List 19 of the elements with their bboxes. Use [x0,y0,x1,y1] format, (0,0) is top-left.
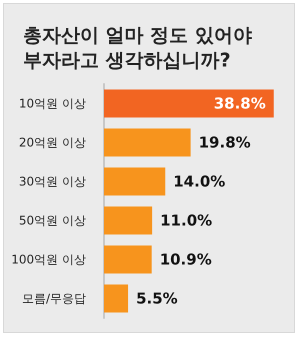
data-label: 14.0% [173,172,226,190]
bar [104,206,152,234]
data-label: 19.8% [198,134,251,152]
y-tick-label: 10억원 이상 [18,96,86,110]
bar [104,128,191,156]
data-label: 11.0% [160,212,212,230]
bar [104,168,166,196]
data-label: 38.8% [214,94,266,112]
y-tick-label: 100억원 이상 [11,252,86,266]
data-label: 5.5% [136,290,178,308]
y-tick-label: 20억원 이상 [18,136,86,150]
bar [104,246,152,274]
chart-title: 총자산이 얼마 정도 있어야 부자라고 생각하십니까? [23,24,252,72]
y-tick-label: 모름/무응답 [22,292,86,306]
data-label: 10.9% [160,250,212,268]
y-tick-label: 30억원 이상 [18,174,86,188]
bar [104,284,128,312]
bar [104,90,274,118]
y-tick-label: 50억원 이상 [18,214,86,228]
